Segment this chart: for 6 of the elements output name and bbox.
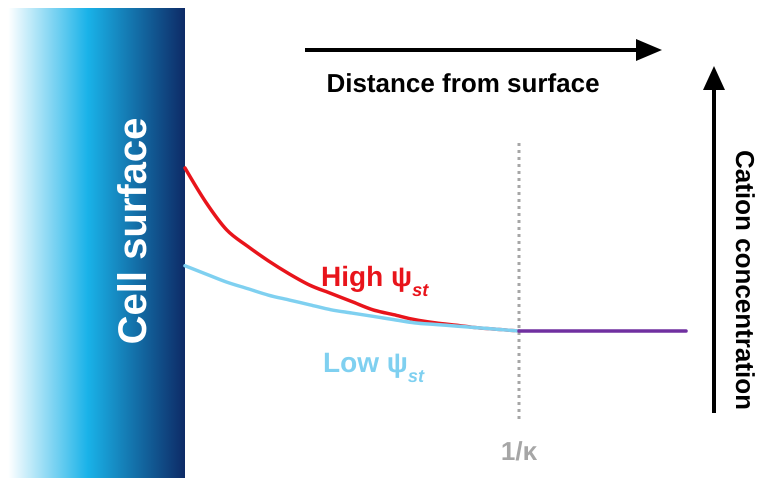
series-label: Low ψ$_{st}$ xyxy=(323,347,425,386)
y-axis-title: Cation concentration xyxy=(730,150,760,410)
text: 1/κ xyxy=(500,436,538,466)
series-label: High ψ$_{st}$ xyxy=(321,261,430,300)
x-axis-title: Distance from surface xyxy=(326,68,600,98)
text: Cell surface xyxy=(111,118,155,344)
